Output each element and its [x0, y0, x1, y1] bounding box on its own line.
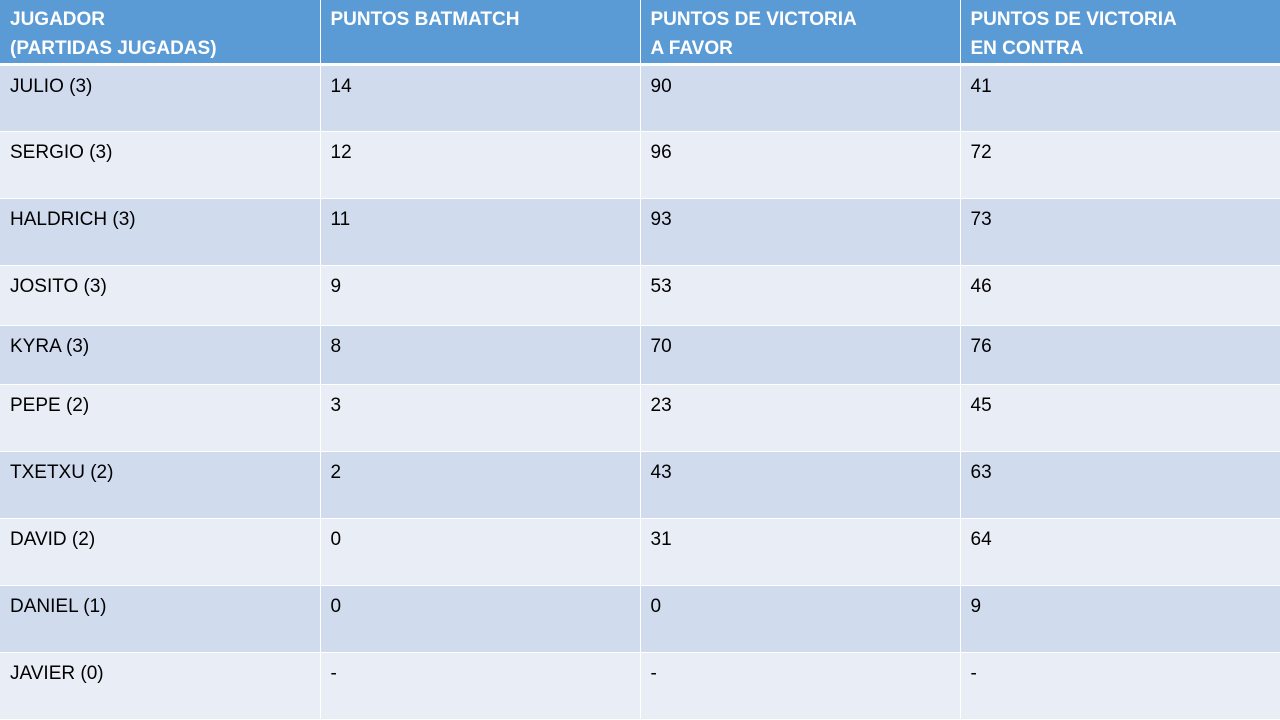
table-header: JUGADOR (PARTIDAS JUGADAS) PUNTOS BATMAT… [0, 0, 1280, 66]
cell-player: JOSITO (3) [0, 265, 321, 326]
table-row: JOSITO (3) 9 53 46 [0, 265, 1280, 326]
cell-batmatch-points: 11 [320, 198, 641, 266]
cell-victory-points-for: 70 [640, 325, 961, 386]
cell-player: DANIEL (1) [0, 585, 321, 653]
header-batmatch-points: PUNTOS BATMATCH [320, 0, 641, 66]
cell-player: KYRA (3) [0, 325, 321, 386]
header-player: JUGADOR (PARTIDAS JUGADAS) [0, 0, 321, 66]
cell-victory-points-for: 90 [640, 64, 961, 132]
cell-player: HALDRICH (3) [0, 198, 321, 266]
cell-victory-points-for: 93 [640, 198, 961, 266]
header-victory-points-against: PUNTOS DE VICTORIA EN CONTRA [960, 0, 1280, 66]
cell-victory-points-against: 76 [960, 325, 1280, 386]
cell-victory-points-for: 0 [640, 585, 961, 653]
table-row: DAVID (2) 0 31 64 [0, 518, 1280, 587]
cell-batmatch-points: 8 [320, 325, 641, 386]
cell-batmatch-points: - [320, 652, 641, 720]
table-row: KYRA (3) 8 70 76 [0, 325, 1280, 386]
cell-player: JULIO (3) [0, 64, 321, 132]
cell-batmatch-points: 12 [320, 131, 641, 199]
cell-player: JAVIER (0) [0, 652, 321, 720]
cell-batmatch-points: 3 [320, 384, 641, 453]
table-row: PEPE (2) 3 23 45 [0, 384, 1280, 453]
cell-victory-points-against: 9 [960, 585, 1280, 653]
cell-batmatch-points: 9 [320, 265, 641, 326]
cell-victory-points-for: 53 [640, 265, 961, 326]
cell-batmatch-points: 0 [320, 518, 641, 587]
cell-player: DAVID (2) [0, 518, 321, 587]
table-row: SERGIO (3) 12 96 72 [0, 131, 1280, 199]
cell-victory-points-for: 23 [640, 384, 961, 453]
header-victory-points-for: PUNTOS DE VICTORIA A FAVOR [640, 0, 961, 66]
cell-player: TXETXU (2) [0, 451, 321, 520]
cell-victory-points-against: 72 [960, 131, 1280, 199]
cell-victory-points-for: - [640, 652, 961, 720]
header-row: JUGADOR (PARTIDAS JUGADAS) PUNTOS BATMAT… [0, 0, 1280, 66]
cell-batmatch-points: 2 [320, 451, 641, 520]
cell-victory-points-against: 63 [960, 451, 1280, 520]
cell-victory-points-against: 41 [960, 64, 1280, 132]
cell-victory-points-against: 46 [960, 265, 1280, 326]
cell-victory-points-for: 43 [640, 451, 961, 520]
cell-victory-points-against: 45 [960, 384, 1280, 453]
cell-victory-points-for: 96 [640, 131, 961, 199]
table-body: JULIO (3) 14 90 41 SERGIO (3) 12 96 72 H… [0, 64, 1280, 720]
cell-victory-points-against: - [960, 652, 1280, 720]
cell-batmatch-points: 14 [320, 64, 641, 132]
table-row: JAVIER (0) - - - [0, 652, 1280, 720]
cell-victory-points-for: 31 [640, 518, 961, 587]
table-row: JULIO (3) 14 90 41 [0, 64, 1280, 132]
cell-player: SERGIO (3) [0, 131, 321, 199]
cell-player: PEPE (2) [0, 384, 321, 453]
cell-victory-points-against: 64 [960, 518, 1280, 587]
cell-batmatch-points: 0 [320, 585, 641, 653]
table-row: TXETXU (2) 2 43 63 [0, 451, 1280, 520]
table-row: HALDRICH (3) 11 93 73 [0, 198, 1280, 266]
table-row: DANIEL (1) 0 0 9 [0, 585, 1280, 653]
cell-victory-points-against: 73 [960, 198, 1280, 266]
